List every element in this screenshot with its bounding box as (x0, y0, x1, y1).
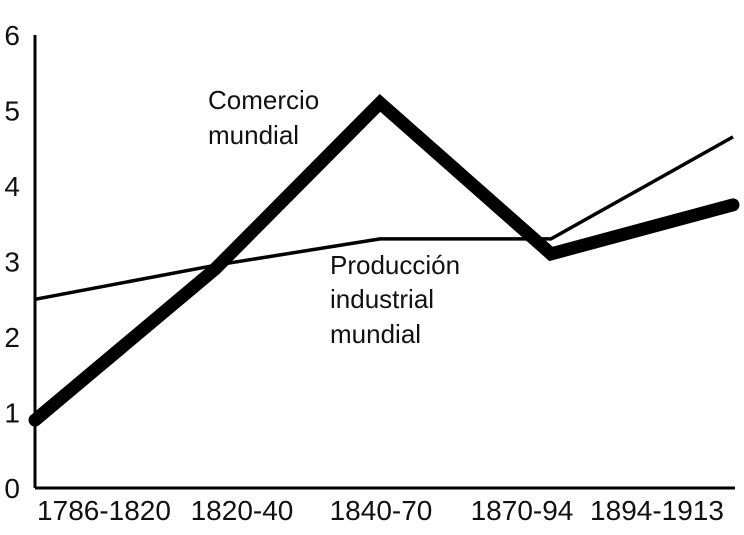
y-axis: 0 1 2 3 4 5 6 (4, 20, 37, 504)
y-tick-label: 2 (4, 322, 20, 353)
x-tick-label: 1786-1820 (37, 495, 171, 526)
x-axis: 1786-1820 1820-40 1840-70 1870-94 1894-1913 (35, 486, 735, 526)
series-layer (28, 93, 740, 427)
y-tick-label: 4 (4, 171, 20, 202)
x-tick-label: 1870-94 (471, 495, 574, 526)
y-tick-label: 3 (4, 247, 20, 278)
y-tick-label: 0 (4, 473, 20, 504)
series-annotation-comercio: Comercio mundial (208, 85, 326, 150)
y-tick-label: 5 (4, 96, 20, 127)
x-tick-label: 1894-1913 (590, 495, 724, 526)
x-tick-label: 1820-40 (191, 495, 294, 526)
y-tick-label: 1 (4, 398, 20, 429)
x-tick-label: 1840-70 (330, 495, 433, 526)
series-annotation-produccion: Producción industrial mundial (330, 250, 467, 349)
y-tick-label: 6 (4, 20, 20, 51)
